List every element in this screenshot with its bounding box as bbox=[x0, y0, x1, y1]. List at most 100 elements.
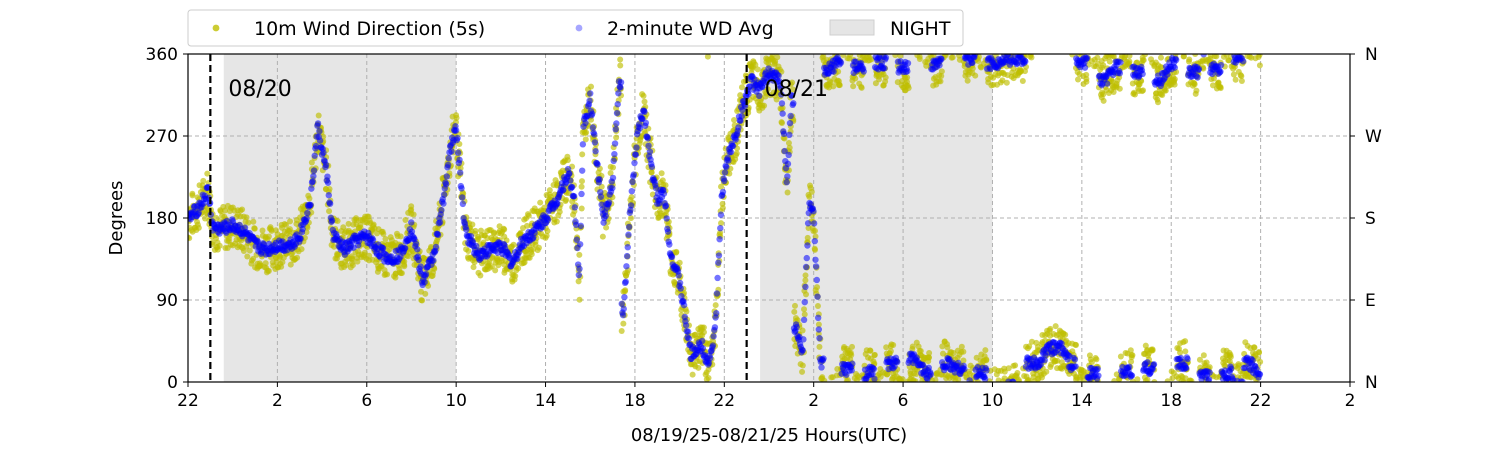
wind-direction-point bbox=[617, 56, 624, 63]
wd-avg-point bbox=[1144, 359, 1151, 366]
scatter-clip-group bbox=[188, 54, 1264, 382]
wind-direction-point bbox=[469, 221, 476, 228]
wind-direction-point bbox=[1047, 325, 1054, 332]
wind-direction-point bbox=[563, 196, 570, 203]
wd-avg-point bbox=[440, 200, 447, 207]
wind-direction-point bbox=[1217, 85, 1224, 92]
wind-direction-point bbox=[617, 62, 624, 69]
wd-avg-point bbox=[721, 177, 728, 185]
wd-avg-point bbox=[379, 245, 387, 252]
wd-avg-point bbox=[904, 59, 912, 67]
wind-direction-point bbox=[401, 261, 408, 268]
wind-direction-point bbox=[904, 74, 911, 81]
wind-direction-point bbox=[802, 272, 809, 279]
wind-direction-point bbox=[607, 169, 614, 176]
wd-avg-point bbox=[663, 215, 670, 222]
wd-avg-point bbox=[786, 131, 793, 139]
wind-direction-point bbox=[648, 169, 655, 176]
wind-direction-point bbox=[1019, 77, 1026, 84]
wind-direction-point bbox=[512, 272, 519, 279]
wd-avg-point bbox=[644, 135, 652, 142]
wind-direction-point bbox=[801, 306, 808, 313]
wind-direction-point bbox=[613, 134, 620, 141]
wd-avg-point bbox=[307, 201, 314, 209]
wd-avg-point bbox=[630, 171, 638, 178]
wd-avg-point bbox=[1205, 376, 1213, 382]
wd-avg-point bbox=[579, 141, 587, 148]
wind-direction-point bbox=[1185, 58, 1192, 65]
wind-direction-point bbox=[799, 368, 806, 375]
wd-avg-point bbox=[421, 278, 428, 286]
wind-direction-point bbox=[662, 182, 669, 189]
wind-direction-point bbox=[1129, 352, 1136, 359]
wd-avg-point bbox=[589, 110, 596, 117]
wind-direction-point bbox=[812, 246, 819, 253]
wd-avg-point bbox=[598, 201, 605, 208]
wind-direction-point bbox=[960, 357, 967, 364]
wind-direction-point bbox=[799, 327, 806, 334]
y-tick-label: 270 bbox=[146, 127, 178, 147]
wd-avg-point bbox=[1239, 378, 1246, 382]
wind-direction-point bbox=[298, 246, 305, 253]
x-tick-label: 18 bbox=[1160, 391, 1182, 411]
wind-direction-point bbox=[1193, 87, 1200, 94]
x-tick-label: 14 bbox=[1071, 391, 1093, 411]
wd-avg-point bbox=[641, 108, 648, 116]
wind-direction-point bbox=[899, 376, 906, 382]
wind-direction-point bbox=[384, 271, 391, 278]
wd-avg-point bbox=[803, 254, 810, 262]
wd-avg-point bbox=[675, 272, 682, 279]
wind-direction-point bbox=[1075, 76, 1082, 83]
wind-direction-point bbox=[1100, 91, 1107, 98]
wind-direction-point bbox=[949, 54, 956, 61]
wd-avg-point bbox=[804, 242, 811, 249]
wd-avg-point bbox=[415, 256, 422, 264]
wind-direction-point bbox=[543, 232, 550, 239]
wind-direction-point bbox=[1047, 364, 1054, 371]
wind-direction-point bbox=[622, 287, 629, 294]
wind-direction-point bbox=[294, 254, 301, 261]
legend-night-swatch bbox=[829, 19, 875, 36]
wind-direction-point bbox=[334, 218, 341, 225]
wd-avg-point bbox=[775, 72, 782, 79]
wd-avg-point bbox=[778, 91, 785, 98]
wd-avg-point bbox=[560, 186, 567, 193]
wd-avg-point bbox=[1117, 59, 1124, 66]
wd-avg-point bbox=[1083, 54, 1091, 62]
wd-avg-point bbox=[623, 252, 631, 260]
wd-avg-point bbox=[310, 172, 317, 180]
wind-direction-point bbox=[349, 256, 356, 263]
wind-direction-point bbox=[689, 371, 696, 378]
wind-direction-point bbox=[575, 278, 582, 285]
wind-direction-point bbox=[583, 129, 590, 136]
wd-avg-point bbox=[530, 234, 537, 241]
wd-avg-point bbox=[781, 147, 788, 155]
wind-direction-point bbox=[599, 233, 606, 240]
wd-avg-point bbox=[577, 222, 585, 230]
wind-direction-point bbox=[578, 205, 585, 212]
wind-direction-point bbox=[882, 74, 889, 81]
wind-direction-point bbox=[938, 72, 945, 79]
wd-avg-point bbox=[587, 90, 594, 97]
wd-avg-point bbox=[938, 55, 945, 63]
wd-avg-point bbox=[1010, 378, 1017, 382]
wd-avg-point bbox=[646, 148, 654, 155]
wind-direction-point bbox=[578, 183, 585, 190]
wd-avg-point bbox=[804, 220, 812, 227]
wd-avg-point bbox=[322, 161, 330, 169]
wind-direction-point bbox=[718, 220, 725, 227]
wd-avg-point bbox=[783, 179, 790, 186]
wind-direction-point bbox=[983, 356, 990, 363]
wd-avg-point bbox=[738, 112, 745, 120]
wind-direction-point bbox=[1255, 348, 1262, 355]
wind-direction-point bbox=[510, 241, 517, 248]
wd-avg-point bbox=[324, 173, 331, 180]
wd-avg-point bbox=[971, 54, 979, 58]
wind-direction-point bbox=[1134, 376, 1141, 382]
wd-avg-point bbox=[818, 364, 825, 371]
wind-direction-point bbox=[380, 231, 387, 238]
wind-direction-point bbox=[1196, 356, 1203, 363]
wd-avg-point bbox=[1128, 372, 1136, 379]
wind-direction-point bbox=[1157, 54, 1164, 61]
wd-avg-point bbox=[815, 326, 823, 333]
